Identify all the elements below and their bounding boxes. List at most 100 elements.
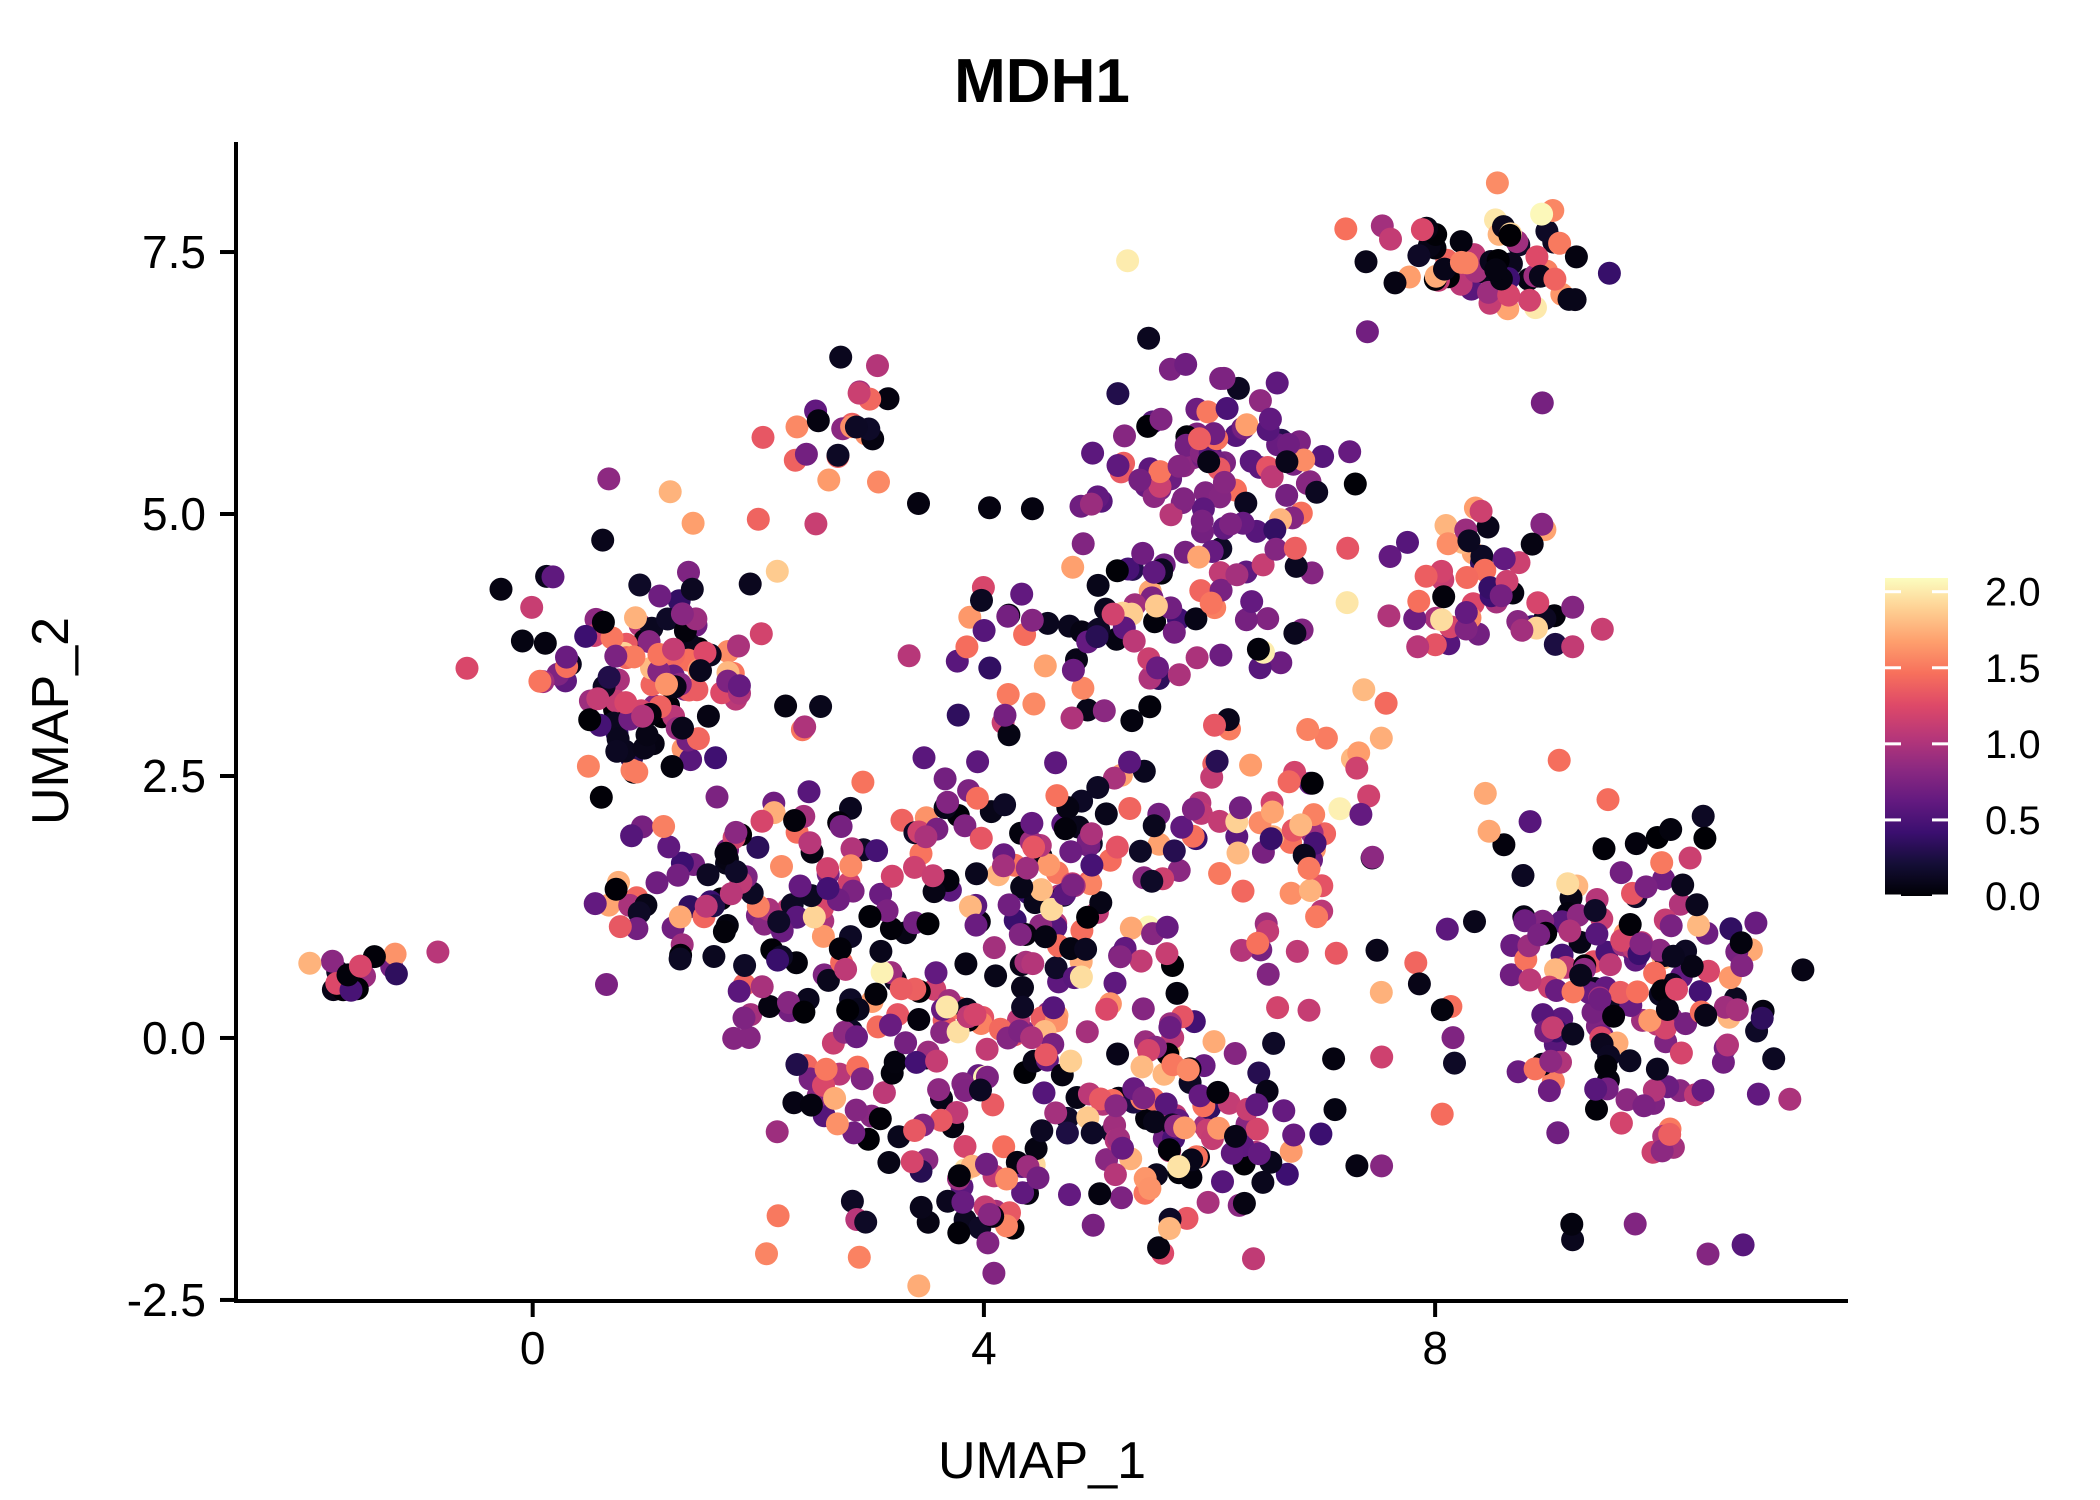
data-point <box>1246 637 1270 661</box>
data-point <box>1716 1033 1739 1057</box>
data-point <box>1020 608 1044 632</box>
data-point <box>834 957 858 981</box>
data-point <box>953 814 977 838</box>
data-point <box>1199 591 1223 615</box>
data-point <box>1071 532 1095 556</box>
data-point <box>1197 450 1221 474</box>
data-point <box>1561 635 1585 659</box>
data-point <box>1044 751 1068 775</box>
data-point <box>1374 691 1398 715</box>
data-point <box>595 973 618 996</box>
data-point <box>1609 1111 1633 1135</box>
data-point <box>1138 1177 1162 1200</box>
data-point <box>1131 541 1155 565</box>
data-point <box>1596 788 1620 812</box>
data-point <box>1602 1004 1626 1028</box>
data-point <box>1511 864 1535 887</box>
data-point <box>1564 245 1588 269</box>
data-point <box>1264 537 1288 561</box>
data-point <box>1655 998 1679 1021</box>
data-point <box>1111 1136 1134 1160</box>
data-point <box>1584 1077 1608 1101</box>
data-point <box>1336 536 1360 560</box>
data-point <box>1518 810 1542 834</box>
data-point <box>1594 1054 1618 1078</box>
data-point <box>660 755 684 778</box>
data-point <box>997 893 1021 917</box>
data-point <box>976 1231 1000 1255</box>
data-point <box>750 809 774 833</box>
data-point <box>591 528 615 552</box>
data-point <box>1094 802 1118 826</box>
data-point <box>1024 1137 1048 1161</box>
data-point <box>1324 941 1348 965</box>
data-point <box>733 954 757 977</box>
data-point <box>955 635 979 659</box>
data-point <box>1469 499 1493 523</box>
data-point <box>1104 1094 1128 1118</box>
data-point <box>1069 965 1093 989</box>
data-point <box>879 917 903 941</box>
data-point <box>1557 287 1581 311</box>
data-point <box>978 1202 1002 1226</box>
data-point <box>982 936 1006 960</box>
data-point <box>1297 998 1321 1022</box>
data-point <box>799 1093 823 1117</box>
data-point <box>847 381 871 405</box>
data-point <box>766 1204 790 1228</box>
data-point <box>1167 454 1191 478</box>
data-point <box>1103 1163 1127 1187</box>
data-point <box>1106 1042 1130 1066</box>
legend-tick-label: 2.0 <box>1985 571 2041 615</box>
data-point <box>1477 819 1501 843</box>
data-point <box>1061 873 1085 897</box>
data-point <box>1103 971 1127 995</box>
data-point <box>954 952 978 976</box>
data-point <box>1037 853 1061 877</box>
data-point <box>1275 483 1299 507</box>
data-point <box>1032 1081 1056 1105</box>
data-point <box>426 940 450 964</box>
data-point <box>1260 465 1284 489</box>
data-point <box>1086 573 1110 597</box>
data-point <box>972 619 996 642</box>
legend-tick-label: 0.5 <box>1985 799 2041 843</box>
data-point <box>1058 1183 1081 1207</box>
data-point <box>1454 617 1478 641</box>
data-point <box>1665 977 1688 1001</box>
data-point <box>1132 1086 1156 1110</box>
data-point <box>631 704 655 728</box>
data-point <box>1498 223 1522 247</box>
data-point <box>935 995 959 1019</box>
data-point <box>996 683 1020 706</box>
data-point <box>921 864 945 888</box>
data-point <box>1525 245 1549 269</box>
data-point <box>1101 602 1125 626</box>
data-point <box>1108 945 1132 969</box>
data-point <box>1527 923 1551 947</box>
data-point <box>1246 931 1270 955</box>
data-point <box>1231 879 1255 903</box>
data-point <box>1159 503 1183 527</box>
data-point <box>746 507 770 531</box>
data-point <box>868 1107 892 1131</box>
data-point <box>622 645 646 669</box>
data-point <box>1272 1099 1296 1123</box>
data-point <box>1454 601 1478 624</box>
data-point <box>1485 171 1509 195</box>
data-point <box>1208 862 1232 885</box>
data-point <box>1473 558 1497 582</box>
data-point <box>1092 699 1116 723</box>
data-point <box>1269 651 1293 675</box>
data-point <box>1259 827 1283 851</box>
data-point <box>867 470 890 494</box>
data-point <box>907 492 930 515</box>
data-point <box>1235 413 1259 437</box>
data-point <box>1618 1049 1642 1073</box>
data-point <box>1546 1121 1570 1145</box>
data-point <box>817 468 841 492</box>
data-point <box>1266 996 1290 1020</box>
data-point <box>1694 1003 1718 1027</box>
data-point <box>625 760 649 784</box>
data-point <box>1414 564 1438 588</box>
